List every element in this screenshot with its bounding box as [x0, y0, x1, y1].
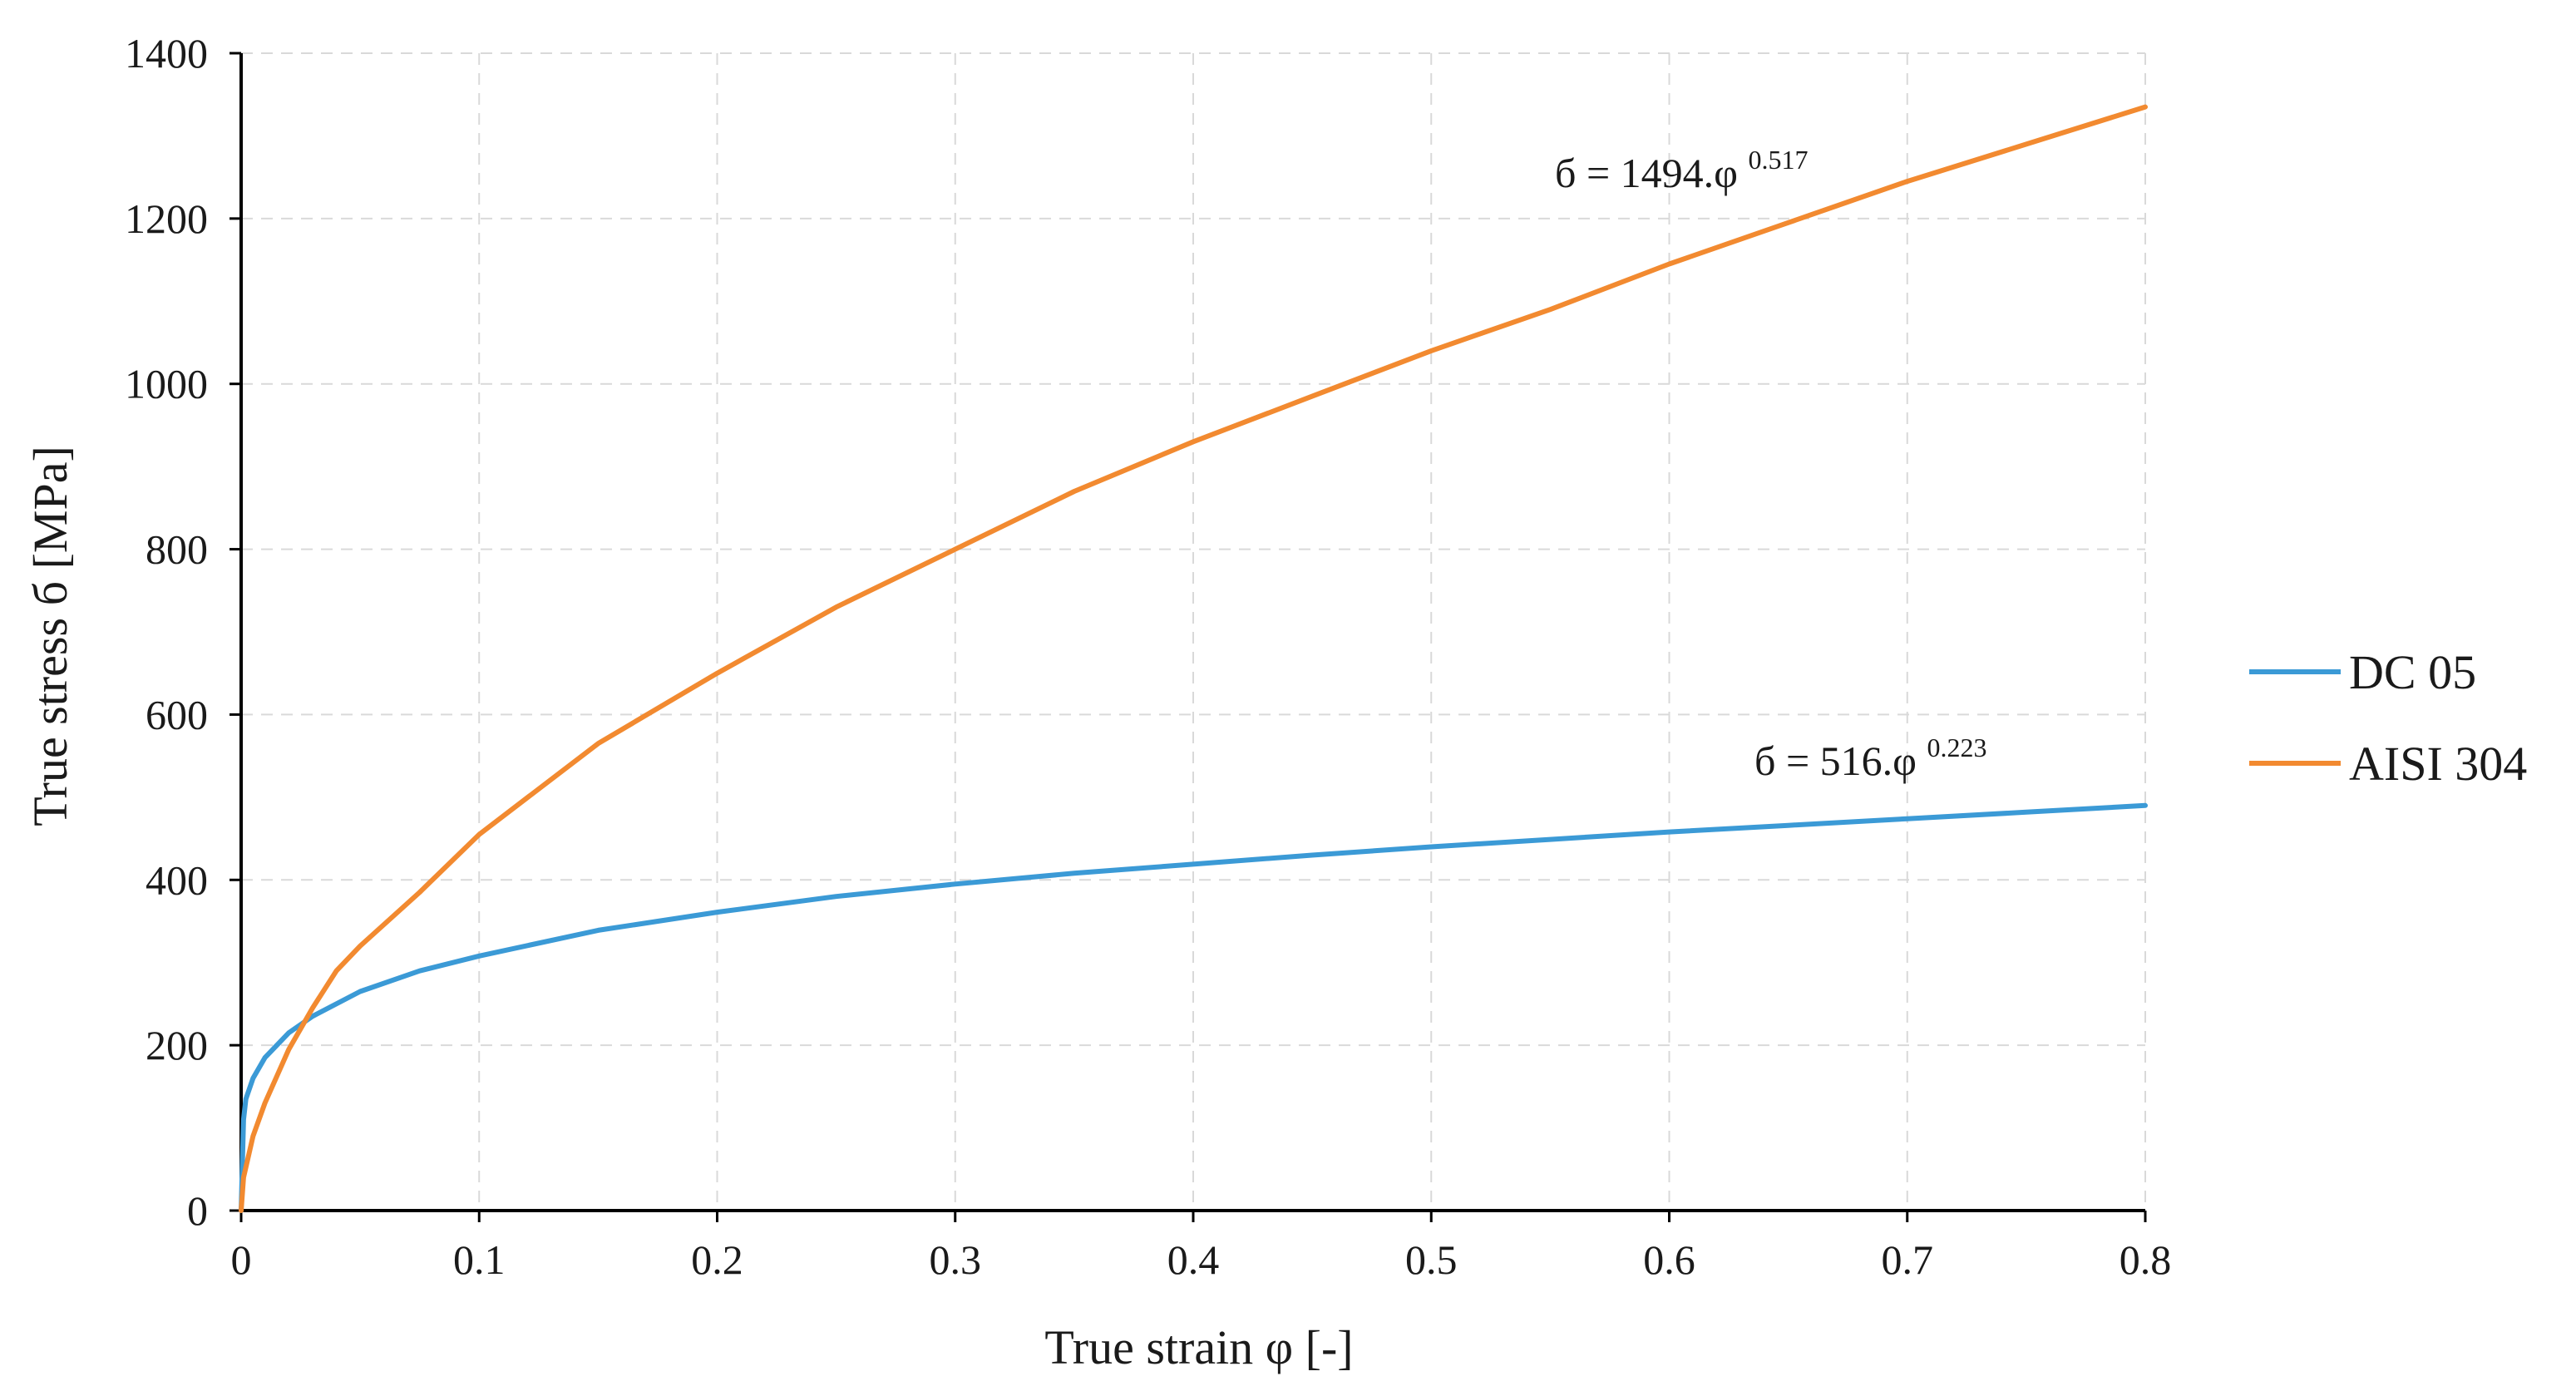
x-tick-label: 0.3: [930, 1236, 982, 1283]
y-tick-label: 600: [146, 691, 208, 737]
series: [239, 104, 2148, 1213]
legend-label-dc-05: DC 05: [2349, 645, 2476, 699]
x-tick-label: 0.4: [1167, 1236, 1220, 1283]
y-tick-label: 1000: [125, 361, 208, 407]
equation-dc-05: б = 516.φ 0.223: [1754, 732, 1987, 784]
grid: [241, 52, 2146, 1211]
equation-dc-05-base: б = 516.φ: [1754, 737, 1917, 784]
y-tick-label: 1200: [125, 195, 208, 242]
x-tick-label: 0.5: [1405, 1236, 1458, 1283]
y-axis-title: True stress б [MPa]: [23, 446, 77, 826]
equation-aisi-304-exponent: 0.517: [1749, 145, 1809, 175]
x-tick-label: 0.8: [2120, 1236, 2172, 1283]
x-tick-label: 0.1: [453, 1236, 506, 1283]
y-tick-label: 200: [146, 1022, 208, 1068]
legend-label-aisi-304: AISI 304: [2349, 737, 2527, 791]
series-line-aisi-304: [239, 104, 2148, 1213]
series-line-dc-05: [239, 802, 2148, 1213]
y-tick-label: 0: [187, 1187, 208, 1234]
x-tick-label: 0.2: [691, 1236, 743, 1283]
x-tick-label: 0.6: [1643, 1236, 1695, 1283]
equation-dc-05-exponent: 0.223: [1927, 732, 1987, 762]
y-tick-label: 1400: [125, 30, 208, 76]
y-tick-label: 400: [146, 856, 208, 903]
x-axis-title: True strain φ [-]: [1044, 1320, 1353, 1374]
x-tick-label: 0: [231, 1236, 252, 1283]
equation-aisi-304-base: б = 1494.φ: [1555, 150, 1738, 196]
legend: DC 05 AISI 304: [2249, 645, 2527, 791]
tick-labels: 0 0.1 0.2 0.3 0.4 0.5 0.6 0.7 0.8 0 200 400 600 800 10…: [125, 30, 2171, 1283]
y-tick-label: 800: [146, 526, 208, 573]
x-tick-label: 0.7: [1882, 1236, 1934, 1283]
equation-aisi-304: б = 1494.φ 0.517: [1555, 145, 1809, 196]
